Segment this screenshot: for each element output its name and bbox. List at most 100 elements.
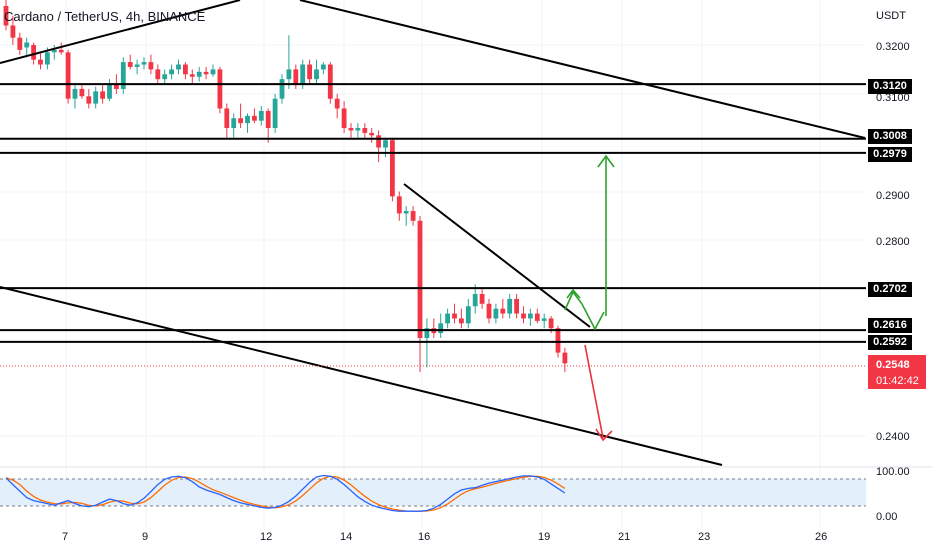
candle-body [486, 303, 492, 319]
candle-body [479, 294, 485, 304]
indicator-tick: 0.00 [876, 511, 897, 523]
time-axis[interactable]: 7 9 12 14 16 19 21 23 26 [62, 531, 827, 543]
channel-upper-right-trendline[interactable] [299, 0, 866, 139]
current-price-tag: 0.2548 01:42:42 [868, 355, 926, 389]
candle-body [100, 91, 105, 99]
candle-body [424, 328, 430, 338]
candle-body [17, 37, 23, 50]
candle-body [293, 69, 299, 85]
trendlines[interactable] [0, 0, 866, 466]
target-up-arrow-head[interactable] [597, 154, 615, 168]
symbol-title[interactable]: Cardano / TetherUS, 4h, BINANCE [4, 9, 206, 24]
channel-lower-trendline[interactable] [0, 286, 723, 466]
current-price-value: 0.2548 [876, 359, 910, 371]
candle-body [224, 108, 230, 129]
candle-body [3, 5, 9, 26]
time-tick: 23 [698, 531, 710, 543]
candle-body [45, 52, 50, 65]
candle-body [58, 49, 64, 53]
price-axis[interactable]: 0.3200 0.3100 0.2900 0.2800 0.2400 [876, 41, 910, 443]
candle-body [134, 64, 140, 67]
candle-body [183, 64, 188, 75]
candle-body [521, 313, 526, 319]
stoch-k-line [5, 474, 566, 512]
candle-body [120, 62, 126, 89]
level-tag: 0.2616 [868, 318, 912, 333]
candle-body [341, 108, 347, 129]
candle-body [51, 49, 57, 53]
candle-body [403, 211, 409, 214]
candle-body [396, 196, 402, 214]
bar-countdown: 01:42:42 [876, 375, 919, 387]
indicator-tick: 100.00 [876, 466, 910, 478]
candle-body [534, 313, 540, 321]
time-tick: 26 [815, 531, 827, 543]
candle-body [376, 135, 381, 148]
candle-body [217, 69, 223, 109]
level-tag: 0.3120 [868, 79, 912, 94]
candle-body [348, 128, 354, 131]
candle-body [65, 52, 71, 99]
candle-body [459, 318, 464, 324]
zigzag-arrow-head[interactable] [566, 288, 581, 299]
candle-body [562, 352, 568, 364]
candle-body [10, 25, 16, 38]
candle-body [86, 96, 92, 104]
time-tick: 9 [142, 531, 148, 543]
target-down-arrow-head[interactable] [595, 428, 613, 442]
candle-body [114, 84, 119, 89]
target-up-arrows[interactable] [564, 154, 615, 331]
candle-body [500, 308, 506, 314]
candle-body [24, 42, 30, 48]
candle-body [38, 59, 43, 65]
candle-body [369, 132, 375, 136]
candle-body [555, 328, 561, 353]
candle-body [355, 128, 361, 131]
candle-body [452, 313, 457, 319]
candle-body [472, 294, 478, 307]
candle-body [541, 318, 547, 321]
candle-body [189, 74, 195, 77]
price-tick: 0.3200 [876, 41, 910, 53]
price-tick: 0.2900 [876, 190, 910, 202]
price-tick: 0.2400 [876, 431, 910, 443]
candle-body [465, 306, 471, 324]
candle-body [334, 98, 340, 109]
candle-body [148, 62, 154, 70]
zigzag-up-arrow[interactable] [564, 290, 605, 331]
candle-body [169, 69, 174, 75]
candle-body [417, 220, 423, 338]
candle-body [72, 88, 78, 99]
candle-body [252, 115, 257, 121]
candle-body [314, 69, 319, 80]
candle-body [155, 69, 161, 80]
price-tick: 0.3100 [876, 92, 910, 104]
candle-body [321, 64, 326, 70]
level-tag: 0.3008 [868, 129, 912, 144]
candle-body [390, 140, 395, 197]
candle-body [176, 64, 181, 70]
time-tick: 7 [62, 531, 68, 543]
candle-body [162, 74, 168, 80]
candle-body [383, 140, 388, 148]
candle-body [245, 115, 250, 124]
candle-body [238, 118, 243, 124]
candle-body [196, 71, 202, 77]
channel-upper-left-trendline[interactable] [0, 0, 241, 64]
descending-resistance-trendline[interactable] [403, 183, 591, 328]
time-tick: 21 [618, 531, 630, 543]
candle-body [362, 128, 368, 133]
candle-body [445, 313, 450, 324]
candle-body [548, 318, 554, 329]
horizontal-levels[interactable] [0, 83, 866, 343]
candle-body [507, 298, 513, 314]
candle-body [528, 313, 533, 319]
indicator-axis: 100.00 0.00 [876, 466, 910, 523]
stochastic-rsi-pane[interactable] [0, 474, 866, 512]
candle-body [93, 91, 99, 104]
level-tag: 0.2592 [868, 335, 912, 350]
target-down-arrow[interactable] [584, 344, 613, 442]
target-down-arrow-line[interactable] [584, 344, 604, 439]
candle-body [203, 71, 209, 75]
